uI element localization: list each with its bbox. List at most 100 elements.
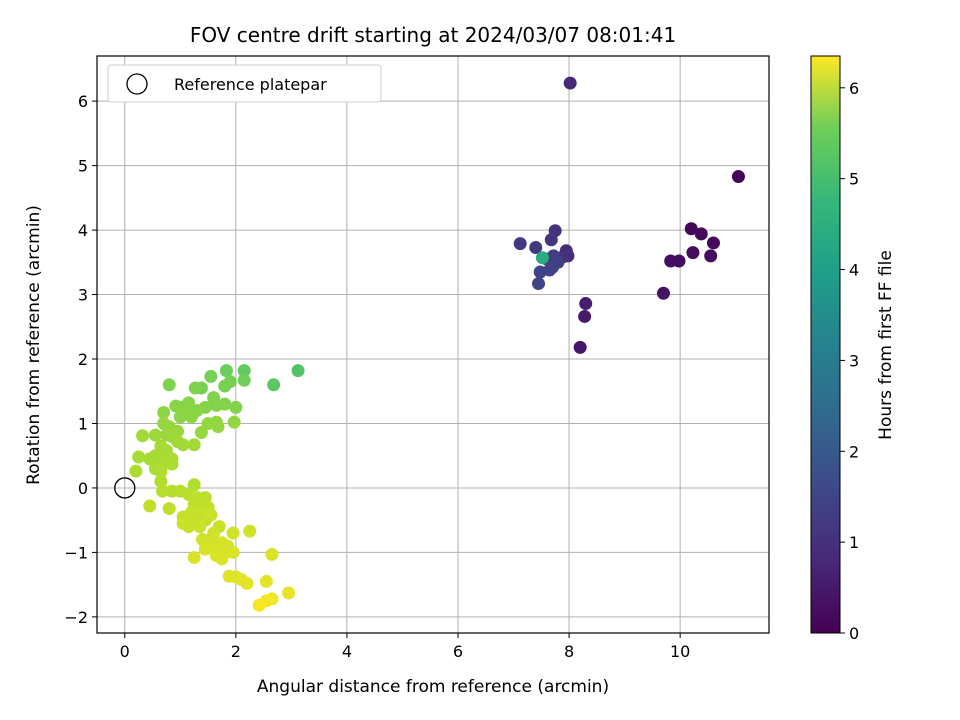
data-point: [578, 309, 592, 323]
plot-frame: [96, 55, 770, 634]
data-point: [265, 547, 279, 561]
colorbar: 0 1 2 3 4 5 6 Hours from first FF file: [810, 55, 896, 643]
data-point: [513, 237, 527, 251]
data-point: [535, 251, 549, 265]
data-point: [162, 502, 176, 516]
data-point: [182, 520, 196, 534]
reference-point: [114, 477, 136, 499]
legend: Reference platepar: [107, 64, 382, 103]
data-point: [204, 369, 218, 383]
colorbar-tick-label: 5: [849, 170, 859, 189]
data-point: [227, 415, 241, 429]
data-point: [731, 170, 745, 184]
data-point: [129, 464, 143, 478]
data-point: [237, 364, 251, 378]
data-point: [209, 398, 223, 412]
data-point: [143, 499, 157, 513]
data-point: [267, 378, 281, 392]
colorbar-tick-label: 3: [849, 351, 859, 370]
data-point: [187, 478, 201, 492]
y-tick-label: −1: [64, 543, 88, 562]
data-point: [240, 576, 254, 590]
data-point: [148, 428, 162, 442]
chart-title: FOV centre drift starting at 2024/03/07 …: [190, 23, 676, 47]
data-point: [169, 399, 183, 413]
data-point: [252, 598, 266, 612]
data-point: [193, 520, 207, 534]
data-point: [211, 420, 225, 434]
x-axis-ticks: 0 2 4 6 8 10: [120, 633, 690, 661]
data-point: [143, 452, 157, 466]
data-point: [686, 246, 700, 260]
data-point: [243, 524, 257, 538]
colorbar-label: Hours from first FF file: [876, 250, 896, 440]
colorbar-ticks: 0 1 2 3 4 5 6: [840, 79, 859, 643]
y-axis-ticks: −2 −1 0 1 2 3 4 5 6: [64, 92, 97, 627]
x-tick-label: 2: [231, 642, 241, 661]
data-point: [532, 277, 546, 291]
colorbar-tick-label: 2: [849, 442, 859, 461]
data-point: [154, 474, 168, 488]
data-point: [173, 410, 187, 424]
x-tick-label: 10: [670, 642, 690, 661]
colorbar-tick-label: 1: [849, 533, 859, 552]
data-point: [136, 429, 150, 443]
x-axis-label: Angular distance from reference (arcmin): [257, 677, 609, 697]
data-point: [218, 379, 232, 393]
data-point: [204, 508, 218, 522]
data-point: [226, 526, 240, 540]
data-point: [573, 340, 587, 354]
data-point: [215, 552, 229, 566]
data-point: [176, 438, 190, 452]
y-axis-label: Rotation from reference (arcmin): [24, 205, 44, 485]
data-point: [656, 286, 670, 300]
y-tick-label: 2: [78, 350, 88, 369]
data-point: [187, 438, 201, 452]
data-point: [282, 586, 296, 600]
y-tick-label: 6: [78, 92, 88, 111]
colorbar-gradient: [810, 55, 841, 634]
y-tick-label: 0: [78, 479, 88, 498]
data-point: [579, 297, 593, 311]
x-tick-label: 8: [564, 642, 574, 661]
data-point: [529, 240, 543, 254]
data-point: [226, 545, 240, 559]
data-point: [684, 222, 698, 236]
data-point: [159, 428, 173, 442]
data-point: [188, 381, 202, 395]
data-point: [664, 254, 678, 268]
data-point: [237, 373, 251, 387]
y-tick-label: 5: [78, 157, 88, 176]
x-tick-label: 6: [453, 642, 463, 661]
data-point: [533, 265, 547, 279]
data-point: [219, 364, 233, 378]
legend-box: [107, 64, 382, 103]
data-point: [563, 76, 577, 90]
legend-marker: [126, 73, 148, 95]
data-point: [229, 400, 243, 414]
data-points: [114, 76, 745, 612]
data-point: [694, 227, 708, 241]
data-point: [194, 426, 208, 440]
data-point: [187, 551, 201, 565]
data-point: [291, 364, 305, 378]
colorbar-tick-label: 0: [849, 624, 859, 643]
data-point: [201, 416, 215, 430]
data-point: [704, 249, 718, 263]
data-point: [156, 484, 170, 498]
x-tick-label: 4: [342, 642, 352, 661]
y-tick-label: 3: [78, 286, 88, 305]
x-tick-label: 0: [120, 642, 130, 661]
grid: [97, 56, 769, 633]
y-tick-label: 4: [78, 221, 88, 240]
data-point: [544, 233, 558, 247]
y-tick-label: 1: [78, 414, 88, 433]
data-point: [706, 236, 720, 250]
data-point: [154, 465, 168, 479]
data-point: [162, 378, 176, 392]
data-point: [132, 450, 146, 464]
colorbar-tick-label: 6: [849, 79, 859, 98]
data-point: [157, 406, 171, 420]
colorbar-tick-label: 4: [849, 261, 859, 280]
